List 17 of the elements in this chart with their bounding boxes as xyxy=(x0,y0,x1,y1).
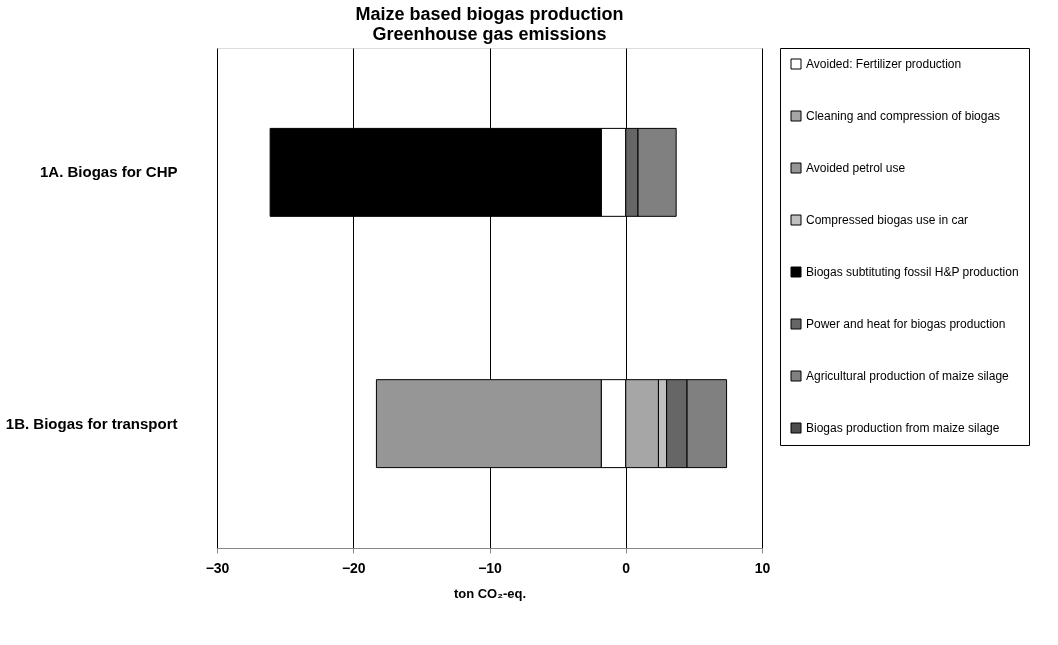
legend-label: Avoided petrol use xyxy=(806,161,906,175)
x-tick-label: −20 xyxy=(341,559,366,576)
x-tick-label: 0 xyxy=(622,559,631,576)
y-tick-label: 1A. Biogas for CHP xyxy=(39,163,178,181)
chart-title: Maize based biogas production Greenhouse gas emissions xyxy=(355,3,624,44)
x-tick-label: 10 xyxy=(754,559,771,576)
y-tick-label: 1B. Biogas for transport xyxy=(5,414,178,432)
legend-label: Avoided: Fertilizer production xyxy=(806,57,962,71)
x-axis-title: ton CO₂-eq. xyxy=(453,585,527,601)
x-tick-label: −10 xyxy=(478,559,503,576)
legend-label: Compressed biogas use in car xyxy=(806,213,969,227)
legend-label: Power and heat for biogas production xyxy=(806,317,1006,331)
legend-label: Biogas subtituting fossil H&P production xyxy=(806,265,1019,279)
legend-label: Biogas production from maize silage xyxy=(806,421,1000,435)
legend-label: Agricultural production of maize silage xyxy=(806,369,1010,383)
x-tick-label: −30 xyxy=(205,559,230,576)
legend-label: Cleaning and compression of biogas xyxy=(806,109,1001,123)
